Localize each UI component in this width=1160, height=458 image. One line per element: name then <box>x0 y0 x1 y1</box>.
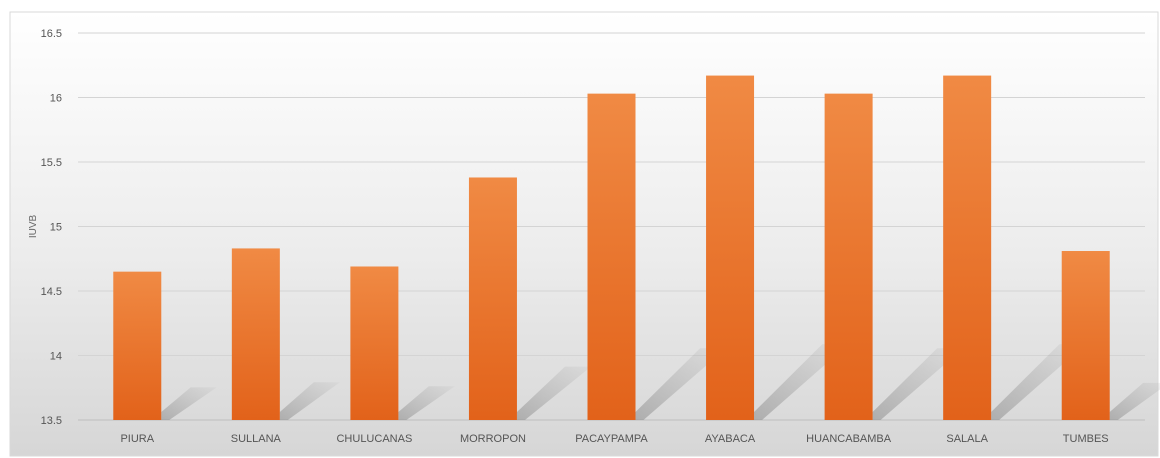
y-tick-label: 14 <box>50 351 62 363</box>
x-category-label: PIURA <box>120 433 154 445</box>
y-axis-title: IUVB <box>28 215 39 239</box>
bar-shadow <box>1109 382 1160 420</box>
bar-morropon <box>468 177 517 420</box>
y-tick-label: 13.5 <box>41 415 62 427</box>
bar-shadow <box>398 386 455 420</box>
bar-shadow <box>872 348 964 420</box>
bar-shadow <box>516 366 591 420</box>
x-category-label: PACAYPAMPA <box>575 433 648 445</box>
x-category-label: HUANCABAMBA <box>806 433 892 445</box>
bar-salala <box>943 75 992 420</box>
y-tick-label: 16 <box>50 93 62 105</box>
bar-ayabaca <box>706 75 755 420</box>
y-axis-ticks: 13.5 14 14.5 15 15.5 16 16.5 <box>41 28 62 427</box>
x-category-label: TUMBES <box>1063 433 1109 445</box>
bars <box>113 75 1110 420</box>
x-axis-labels: PIURA SULLANA CHULUCANAS MORROPON PACAYPAMPA… <box>120 433 1108 445</box>
x-category-label: CHULUCANAS <box>336 433 412 445</box>
y-tick-label: 16.5 <box>41 28 62 40</box>
x-category-label: SALALA <box>946 433 988 445</box>
y-tick-label: 15.5 <box>41 157 62 169</box>
bar-shadow <box>279 382 340 420</box>
bar-pacaypampa <box>587 93 636 420</box>
x-category-label: MORROPON <box>460 433 526 445</box>
bar-huancabamba <box>824 93 873 420</box>
bar-shadow <box>161 387 217 420</box>
y-tick-label: 15 <box>50 222 62 234</box>
x-category-label: SULLANA <box>231 433 282 445</box>
y-tick-label: 14.5 <box>41 286 62 298</box>
bar-sullana <box>231 248 280 420</box>
bar-shadow <box>635 348 727 420</box>
bar-tumbes <box>1061 251 1110 420</box>
x-category-label: AYABACA <box>705 433 756 445</box>
bar-piura <box>113 271 162 420</box>
bar-chulucanas <box>350 266 399 420</box>
